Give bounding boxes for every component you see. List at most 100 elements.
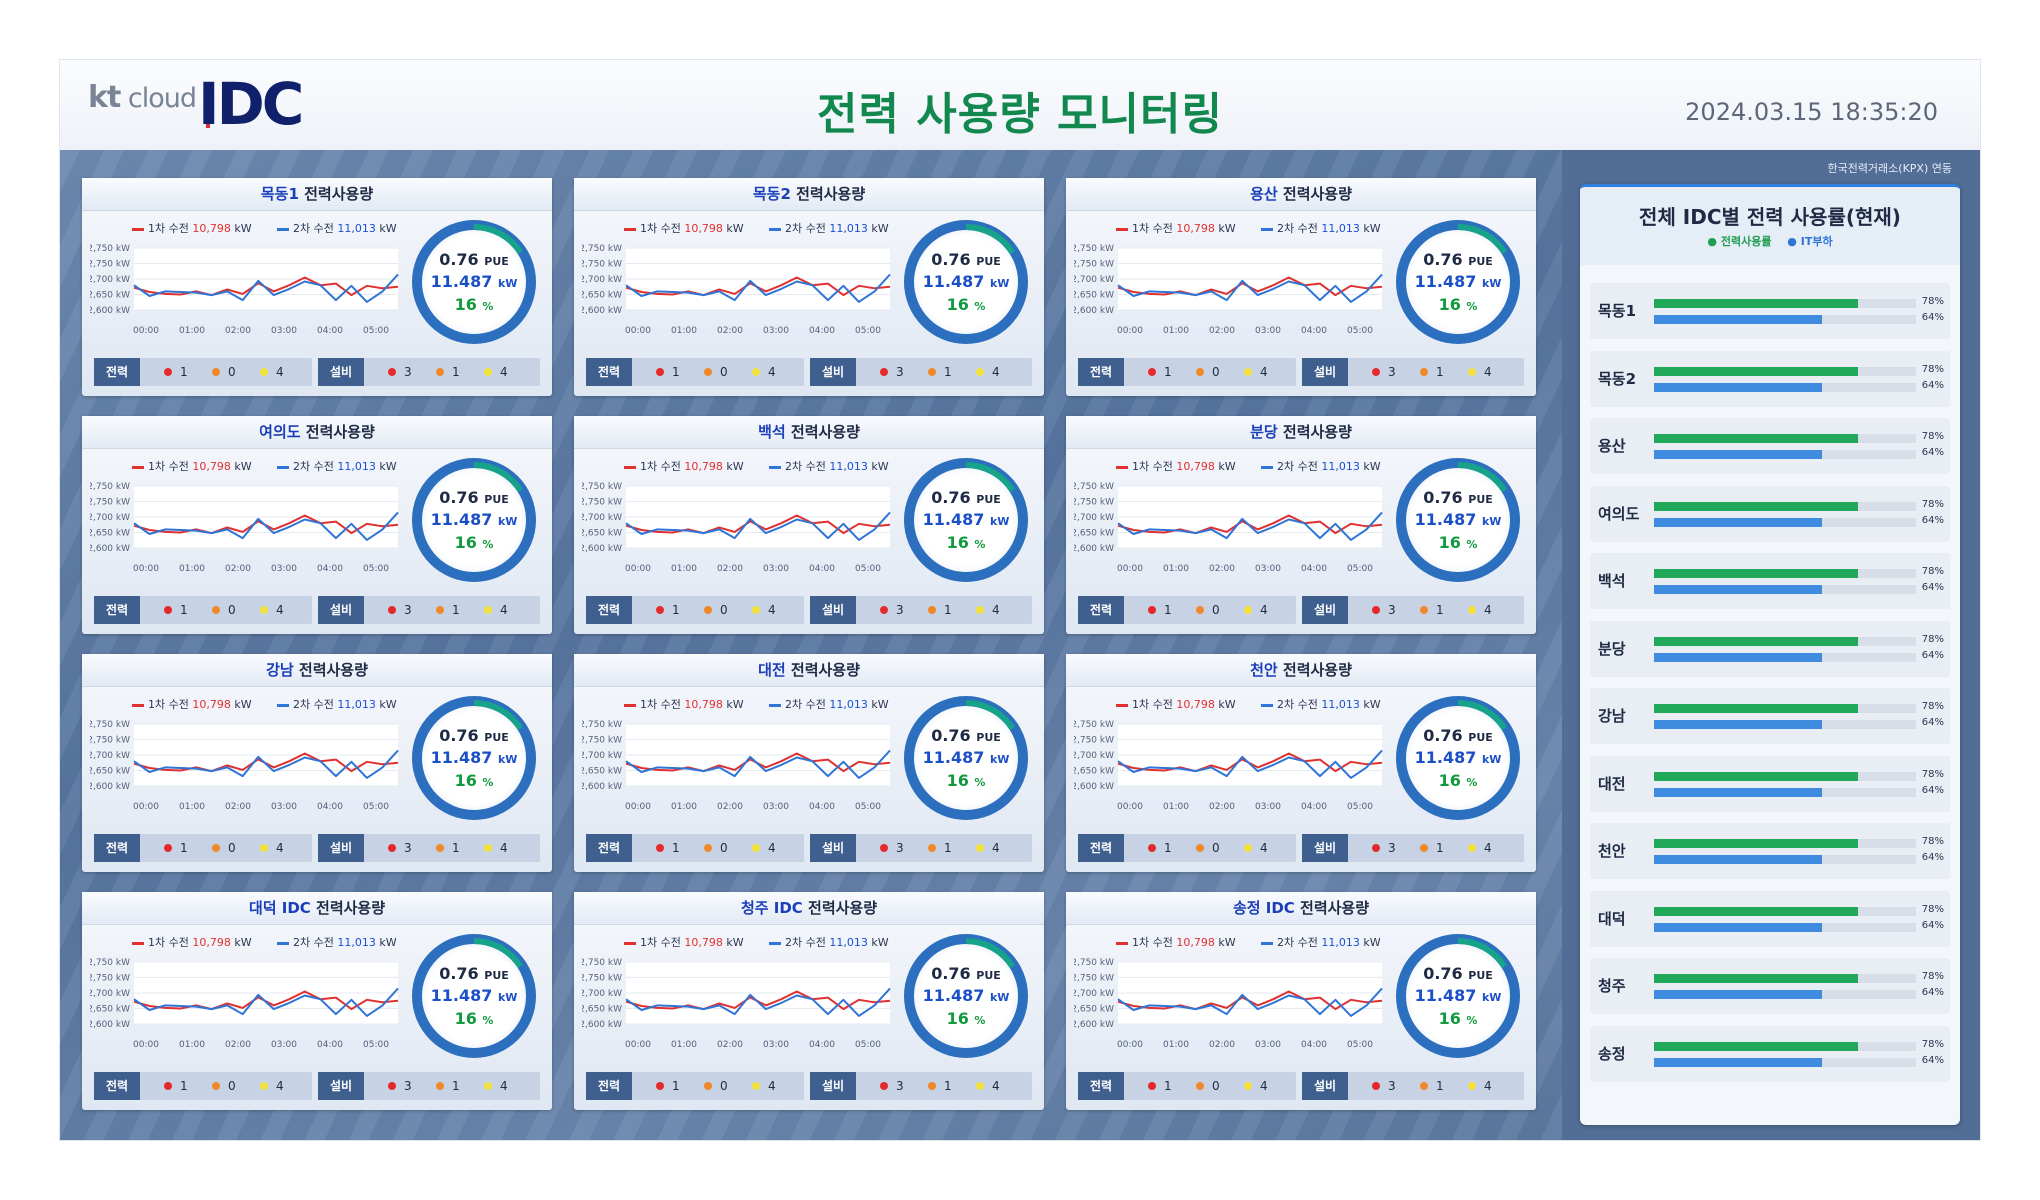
usage-row[interactable]: 목동2 78% 64% bbox=[1590, 350, 1950, 407]
usage-row[interactable]: 목동1 78% 64% bbox=[1590, 283, 1950, 339]
equipment-alarm-summary[interactable]: 설비 3 1 4 bbox=[318, 358, 540, 386]
idc-panel[interactable]: 목동1 전력사용량 1차 수전 10,798 kW 2차 수전 11,013 k… bbox=[82, 178, 552, 396]
legend-secondary-label: 2차 수전 bbox=[1277, 698, 1318, 711]
usage-row-name: 천안 bbox=[1598, 842, 1626, 860]
idc-panel[interactable]: 백석 전력사용량 1차 수전 10,798 kW 2차 수전 11,013 kW… bbox=[574, 416, 1044, 634]
pue-value: 0.76 PUE bbox=[1423, 488, 1493, 507]
legend-secondary-swatch bbox=[1261, 465, 1273, 469]
usage-row[interactable]: 청주 78% 64% bbox=[1590, 958, 1950, 1014]
usage-row[interactable]: 대덕 78% 64% bbox=[1590, 890, 1950, 947]
legend-secondary-unit: kW bbox=[379, 222, 397, 235]
idc-panel[interactable]: 대전 전력사용량 1차 수전 10,798 kW 2차 수전 11,013 kW… bbox=[574, 654, 1044, 872]
alarm-critical: 1 bbox=[656, 596, 680, 624]
equipment-alarm-summary[interactable]: 설비 3 1 4 bbox=[810, 596, 1032, 624]
power-alarm-summary[interactable]: 전력 1 0 4 bbox=[586, 834, 804, 862]
equipment-alarm-summary[interactable]: 설비 3 1 4 bbox=[1302, 834, 1524, 862]
equipment-alarm-summary[interactable]: 설비 3 1 4 bbox=[318, 834, 540, 862]
y-tick-label: 2,700 kW bbox=[90, 275, 130, 285]
equipment-alarm-summary[interactable]: 설비 3 1 4 bbox=[1302, 1072, 1524, 1100]
panel-title: 목동2 전력사용량 bbox=[574, 178, 1044, 211]
y-tick-label: 2,600 kW bbox=[582, 544, 622, 554]
power-usage-percent: 78% bbox=[1921, 1038, 1944, 1050]
alarm-minor: 4 bbox=[752, 834, 776, 862]
idc-panel[interactable]: 여의도 전력사용량 1차 수전 10,798 kW 2차 수전 11,013 k… bbox=[82, 416, 552, 634]
y-tick-label: 2,750 kW bbox=[90, 498, 130, 508]
usage-row[interactable]: 대전 78% 64% bbox=[1590, 755, 1950, 812]
legend-primary-unit: kW bbox=[726, 698, 744, 711]
x-tick-label: 00:00 bbox=[1117, 326, 1143, 336]
equipment-alarm-summary[interactable]: 설비 3 1 4 bbox=[810, 834, 1032, 862]
power-alarm-summary[interactable]: 전력 1 0 4 bbox=[586, 358, 804, 386]
idc-panel[interactable]: 천안 전력사용량 1차 수전 10,798 kW 2차 수전 11,013 kW… bbox=[1066, 654, 1536, 872]
it-load-track bbox=[1654, 787, 1916, 797]
legend-primary: 1차 수전 10,798 kW bbox=[1116, 934, 1236, 950]
y-tick-label: 2,750 kW bbox=[582, 260, 622, 270]
legend-primary-value: 10,798 bbox=[192, 222, 231, 235]
idc-panel[interactable]: 송정 IDC 전력사용량 1차 수전 10,798 kW 2차 수전 11,01… bbox=[1066, 892, 1536, 1110]
idc-panel[interactable]: 강남 전력사용량 1차 수전 10,798 kW 2차 수전 11,013 kW… bbox=[82, 654, 552, 872]
y-tick-label: 2,600 kW bbox=[1074, 782, 1114, 792]
kt-cloud-logo: kt cloud bbox=[88, 80, 197, 115]
power-alarm-summary[interactable]: 전력 1 0 4 bbox=[94, 596, 312, 624]
panel-site-name: 백석 bbox=[758, 423, 786, 441]
legend-primary-unit: kW bbox=[726, 222, 744, 235]
x-tick-label: 01:00 bbox=[671, 1040, 697, 1050]
power-alarm-tag: 전력 bbox=[94, 358, 140, 386]
usage-row[interactable]: 용산 78% 64% bbox=[1590, 418, 1950, 474]
x-tick-label: 01:00 bbox=[1163, 326, 1189, 336]
y-tick-label: 2,700 kW bbox=[1074, 751, 1114, 761]
power-alarm-summary[interactable]: 전력 1 0 4 bbox=[1078, 358, 1296, 386]
equipment-alarm-summary[interactable]: 설비 3 1 4 bbox=[318, 596, 540, 624]
alarm-critical: 1 bbox=[164, 834, 188, 862]
red-dot-icon bbox=[880, 605, 888, 614]
alarm-major: 0 bbox=[1196, 358, 1220, 386]
equipment-alarm-summary[interactable]: 설비 3 1 4 bbox=[1302, 358, 1524, 386]
idc-panel[interactable]: 분당 전력사용량 1차 수전 10,798 kW 2차 수전 11,013 kW… bbox=[1066, 416, 1536, 634]
legend-secondary-label: 2차 수전 bbox=[785, 460, 826, 473]
usage-row[interactable]: 여의도 78% 64% bbox=[1590, 485, 1950, 542]
equipment-alarm-summary[interactable]: 설비 3 1 4 bbox=[810, 1072, 1032, 1100]
percent-value: 16 % bbox=[946, 771, 986, 790]
power-alarm-summary[interactable]: 전력 1 0 4 bbox=[94, 834, 312, 862]
yellow-dot-icon bbox=[1468, 1081, 1476, 1090]
legend-secondary-swatch bbox=[277, 227, 289, 231]
power-alarm-summary[interactable]: 전력 1 0 4 bbox=[1078, 834, 1296, 862]
equipment-alarm-tag: 설비 bbox=[318, 358, 364, 386]
gauge-progress bbox=[1457, 700, 1507, 731]
power-alarm-summary[interactable]: 전력 1 0 4 bbox=[1078, 1072, 1296, 1100]
equipment-alarm-summary[interactable]: 설비 3 1 4 bbox=[1302, 596, 1524, 624]
percent-value: 16 % bbox=[1438, 295, 1478, 314]
legend-secondary-unit: kW bbox=[379, 698, 397, 711]
alarm-critical: 1 bbox=[1148, 1072, 1172, 1100]
usage-row[interactable]: 분당 78% 64% bbox=[1590, 620, 1950, 677]
idc-panel[interactable]: 용산 전력사용량 1차 수전 10,798 kW 2차 수전 11,013 kW… bbox=[1066, 178, 1536, 396]
panel-title: 송정 IDC 전력사용량 bbox=[1066, 892, 1536, 925]
power-alarm-summary[interactable]: 전력 1 0 4 bbox=[586, 1072, 804, 1100]
power-alarm-summary[interactable]: 전력 1 0 4 bbox=[586, 596, 804, 624]
pue-gauge: 0.76 PUE 11.487 kW 16 % bbox=[1396, 220, 1520, 344]
alarm-major: 0 bbox=[1196, 596, 1220, 624]
usage-row[interactable]: 송정 78% 64% bbox=[1590, 1025, 1950, 1082]
equipment-alarm-summary[interactable]: 설비 3 1 4 bbox=[810, 358, 1032, 386]
orange-dot-icon bbox=[436, 1081, 444, 1090]
power-alarm-summary[interactable]: 전력 1 0 4 bbox=[94, 1072, 312, 1100]
power-alarm-summary[interactable]: 전력 1 0 4 bbox=[1078, 596, 1296, 624]
idc-panel[interactable]: 대덕 IDC 전력사용량 1차 수전 10,798 kW 2차 수전 11,01… bbox=[82, 892, 552, 1110]
main-area: 목동1 전력사용량 1차 수전 10,798 kW 2차 수전 11,013 k… bbox=[60, 150, 1980, 1140]
panel-title-suffix: 전력사용량 bbox=[785, 661, 860, 679]
legend-primary-unit: kW bbox=[1218, 460, 1236, 473]
equipment-alarm-tag: 설비 bbox=[1302, 596, 1348, 624]
usage-row[interactable]: 백석 78% 64% bbox=[1590, 553, 1950, 609]
legend-secondary-swatch bbox=[277, 703, 289, 707]
it-load-percent: 64% bbox=[1921, 379, 1944, 391]
alarm-minor: 4 bbox=[260, 1072, 284, 1100]
y-tick-label: 2,750 kW bbox=[90, 482, 130, 492]
usage-row[interactable]: 강남 78% 64% bbox=[1590, 688, 1950, 744]
orange-dot-icon bbox=[928, 1081, 936, 1090]
idc-panel[interactable]: 목동2 전력사용량 1차 수전 10,798 kW 2차 수전 11,013 k… bbox=[574, 178, 1044, 396]
equipment-alarm-summary[interactable]: 설비 3 1 4 bbox=[318, 1072, 540, 1100]
usage-row[interactable]: 천안 78% 64% bbox=[1590, 823, 1950, 879]
legend-secondary-swatch bbox=[1261, 227, 1273, 231]
idc-panel[interactable]: 청주 IDC 전력사용량 1차 수전 10,798 kW 2차 수전 11,01… bbox=[574, 892, 1044, 1110]
power-alarm-summary[interactable]: 전력 1 0 4 bbox=[94, 358, 312, 386]
